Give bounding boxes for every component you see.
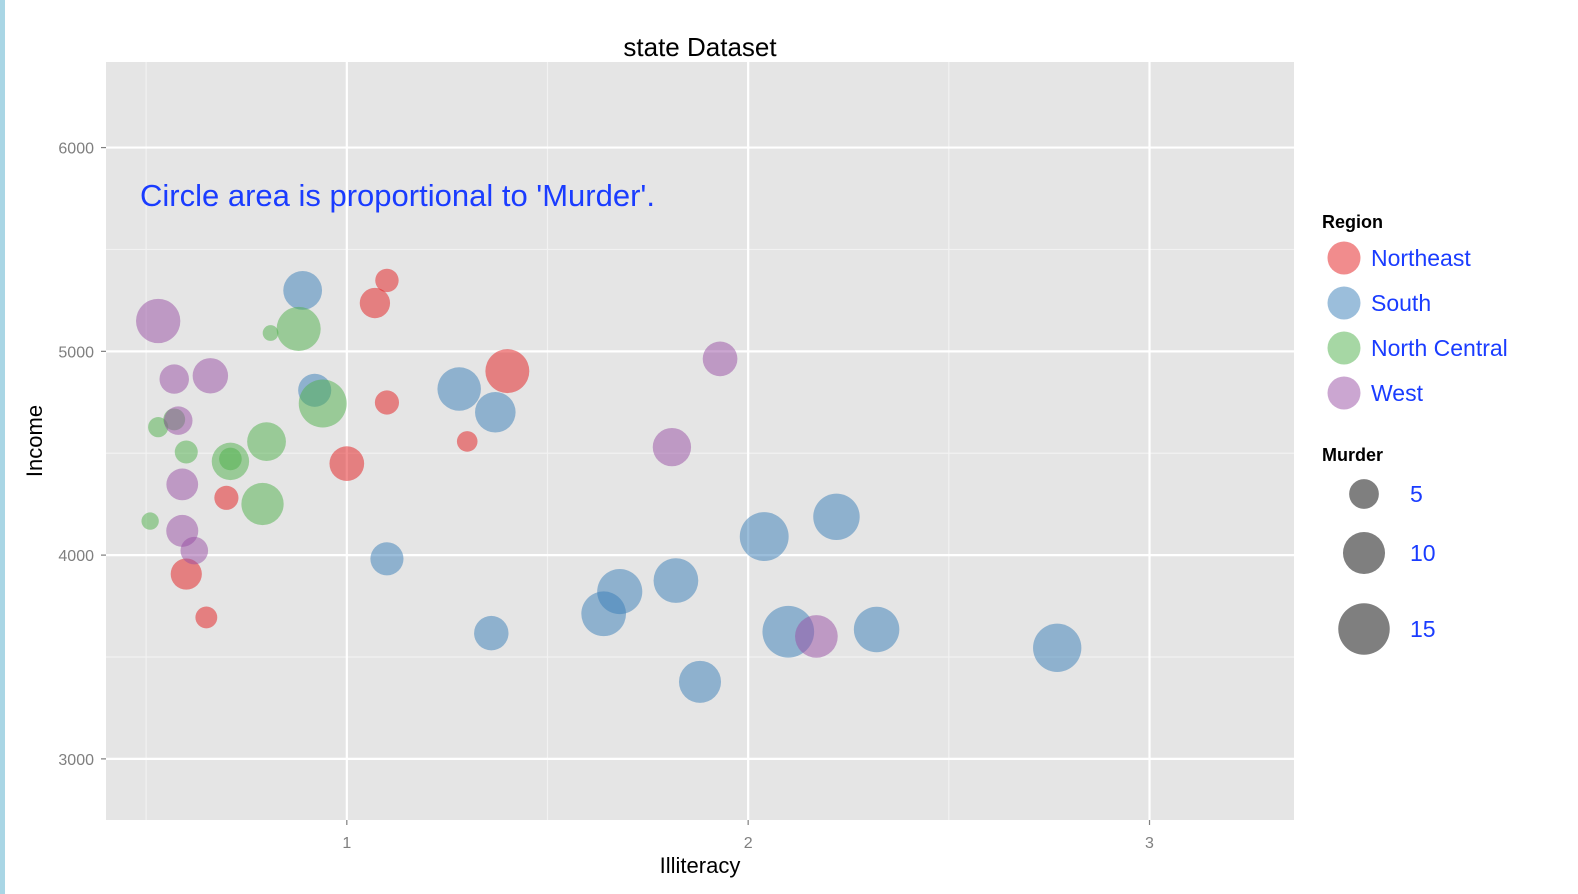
point-northeast: [375, 268, 399, 293]
chart-annotation: Circle area is proportional to 'Murder'.: [140, 178, 655, 213]
point-northeast: [374, 390, 400, 415]
point-west: [166, 468, 199, 501]
size-label-15: 15: [1410, 616, 1436, 642]
point-northeast: [359, 287, 391, 319]
point-north-central: [247, 422, 286, 461]
y-axis-title: Income: [22, 405, 47, 477]
murder-size-legend: Murder 5 10 15: [1322, 445, 1436, 655]
x-axis-title: Illiteracy: [660, 853, 741, 878]
legend-label-south: South: [1371, 290, 1431, 316]
point-northeast: [485, 349, 530, 394]
y-tick-label: 6000: [58, 141, 94, 158]
point-northeast: [456, 431, 478, 452]
x-axis-ticks: 1 2 3: [342, 820, 1154, 852]
x-tick-label: 2: [744, 835, 753, 852]
legend-label-northeast: Northeast: [1371, 245, 1471, 271]
chart-title: state Dataset: [623, 32, 777, 62]
point-west: [136, 298, 181, 344]
point-south: [370, 542, 404, 576]
point-west: [159, 364, 189, 394]
point-north-central: [241, 482, 284, 526]
y-tick-label: 3000: [58, 752, 94, 769]
point-north-central: [174, 440, 198, 464]
point-north-central: [148, 417, 169, 438]
major-gridlines: [106, 62, 1294, 820]
point-south: [283, 271, 323, 310]
legend-key-north-central: [1327, 331, 1361, 365]
point-northeast: [214, 485, 239, 510]
point-north-central: [219, 447, 242, 471]
point-northeast: [195, 606, 218, 629]
legend-key-west: [1327, 376, 1361, 410]
point-north-central: [141, 512, 159, 530]
point-northeast: [329, 446, 365, 481]
point-west: [795, 615, 838, 658]
x-tick-label: 1: [342, 835, 351, 852]
point-south: [739, 512, 789, 561]
point-north-central: [262, 325, 279, 341]
y-tick-label: 5000: [58, 344, 94, 361]
legend-key-south: [1327, 286, 1361, 320]
point-west: [163, 406, 193, 435]
size-label-5: 5: [1410, 481, 1423, 507]
legend-label-north-central: North Central: [1371, 335, 1508, 361]
point-west: [180, 536, 209, 565]
point-south: [853, 606, 900, 653]
data-points: [136, 268, 1082, 703]
size-key-15: [1338, 603, 1390, 655]
point-north-central: [276, 306, 321, 351]
point-north-central: [298, 379, 347, 428]
point-south: [1033, 623, 1082, 672]
size-key-5: [1349, 479, 1379, 509]
region-legend: Region Northeast South North Central West: [1322, 212, 1508, 410]
point-west: [192, 358, 229, 394]
point-northeast: [170, 558, 202, 590]
region-legend-title: Region: [1322, 212, 1383, 232]
point-west: [702, 341, 738, 377]
point-south: [678, 660, 722, 703]
murder-legend-title: Murder: [1322, 445, 1383, 465]
x-tick-label: 3: [1145, 835, 1154, 852]
legend-key-northeast: [1327, 241, 1361, 275]
left-edge-strip: [0, 0, 5, 894]
size-label-10: 10: [1410, 540, 1436, 566]
size-key-10: [1342, 531, 1386, 575]
point-south: [474, 615, 509, 651]
legend-label-west: West: [1371, 380, 1424, 406]
point-west: [652, 427, 692, 467]
point-south: [437, 367, 481, 411]
minor-gridlines: [106, 62, 1294, 820]
point-south: [597, 569, 643, 615]
y-tick-label: 4000: [58, 548, 94, 565]
point-south: [475, 391, 516, 433]
point-south: [653, 558, 699, 603]
point-south: [813, 493, 860, 541]
y-axis-ticks: 3000 4000 5000 6000: [58, 141, 106, 769]
